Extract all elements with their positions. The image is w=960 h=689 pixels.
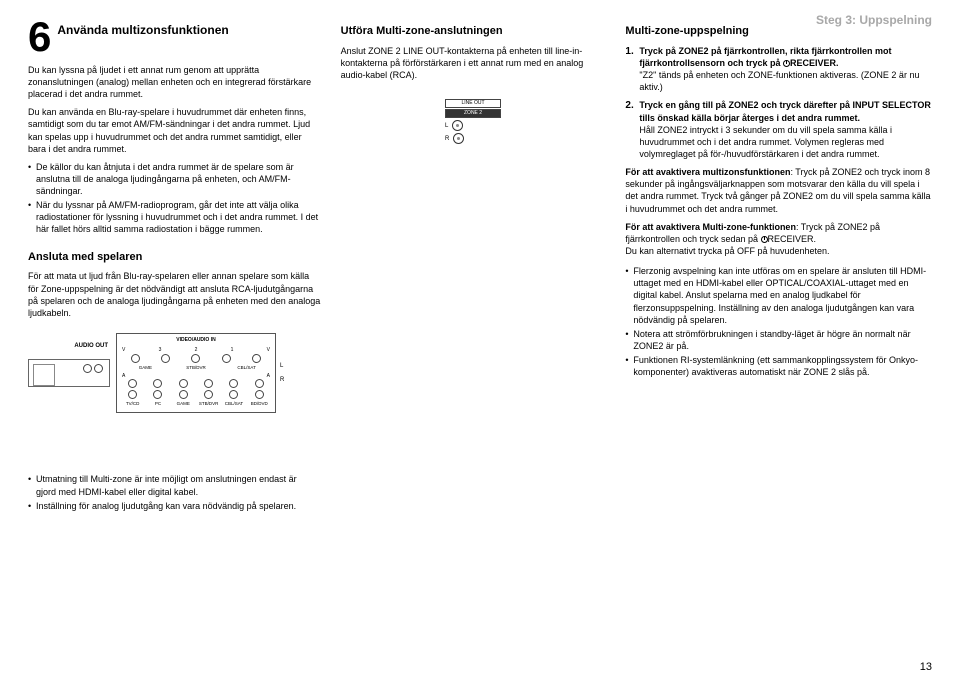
- step-header: Steg 3: Uppspelning: [816, 12, 932, 28]
- rear-panel-icon: VIDEO/AUDIO IN V321V GAME STB/DVR CBL/SA…: [116, 333, 276, 413]
- footer-bullet: Inställning för analog ljudutgång kan va…: [28, 500, 318, 512]
- column-1: 6 Använda multizonsfunktionen Du kan lys…: [28, 18, 321, 514]
- step-2: Tryck en gång till på ZONE2 och tryck dä…: [625, 99, 932, 160]
- audio-out-label: AUDIO OUT: [74, 343, 108, 349]
- zone2-diagram: LINE OUT ZONE 2 L R: [445, 99, 501, 144]
- section-number: 6: [28, 18, 51, 56]
- col3-bullet: Notera att strömförbrukningen i standby-…: [625, 328, 932, 352]
- sub1-text: För att mata ut ljud från Blu-ray-spelar…: [28, 270, 321, 319]
- off-para: För att avaktivera Multi-zone-funktionen…: [625, 221, 932, 257]
- column-3: Multi-zone-uppspelning Tryck på ZONE2 på…: [625, 18, 932, 514]
- power-icon: [783, 60, 790, 67]
- subhead-ansluta: Ansluta med spelaren: [28, 250, 321, 265]
- col3-bullet: Flerzonig avspelning kan inte utföras om…: [625, 265, 932, 326]
- bullet-item: De källor du kan åtnjuta i det andra rum…: [28, 161, 321, 197]
- section-title: Använda multizonsfunktionen: [57, 22, 228, 38]
- col2-para: Anslut ZONE 2 LINE OUT-kontakterna på en…: [341, 45, 606, 81]
- bullet-item: När du lyssnar på AM/FM-radioprogram, gå…: [28, 199, 321, 235]
- step-1: Tryck på ZONE2 på fjärrkontrollen, rikta…: [625, 45, 932, 94]
- player-device-icon: [28, 359, 110, 387]
- power-icon: [761, 236, 768, 243]
- col3-bullet: Funktionen RI-systemlänkning (ett samman…: [625, 354, 932, 378]
- column-2: Utföra Multi-zone-anslutningen Anslut ZO…: [341, 18, 606, 514]
- intro-text: Du kan lyssna på ljudet i ett annat rum …: [28, 64, 321, 100]
- col2-title: Utföra Multi-zone-anslutningen: [341, 24, 606, 39]
- para2-text: Du kan använda en Blu-ray-spelare i huvu…: [28, 106, 321, 155]
- page-number: 13: [920, 660, 932, 675]
- footer-bullet: Utmatning till Multi-zone är inte möjlig…: [28, 473, 318, 497]
- connection-diagram: AUDIO OUT VIDEO/AUDIO IN V321V GAME STB/…: [28, 333, 321, 413]
- deactivate-para: För att avaktivera multizonsfunktionen: …: [625, 166, 932, 215]
